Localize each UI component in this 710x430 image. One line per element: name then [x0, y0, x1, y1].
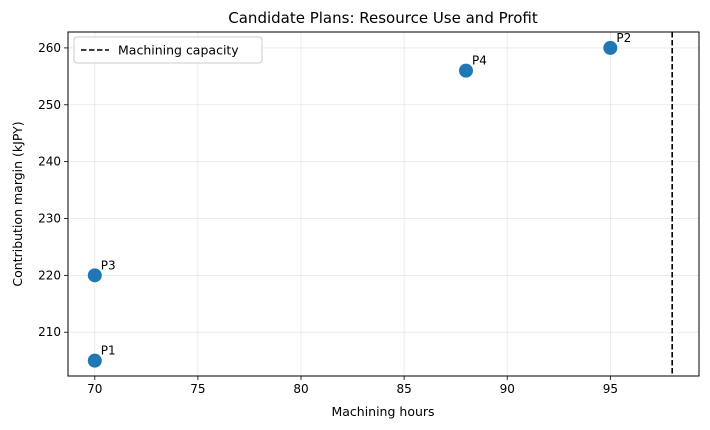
x-tick-label: 90 — [500, 382, 515, 396]
chart-title: Candidate Plans: Resource Use and Profit — [228, 9, 538, 27]
plot-frame — [67, 31, 700, 377]
x-tick-label: 95 — [603, 382, 618, 396]
point-label-p2: P2 — [616, 31, 631, 45]
legend: Machining capacity — [73, 36, 263, 64]
gridlines — [68, 32, 699, 376]
y-tick-label: 220 — [38, 268, 61, 282]
y-tick-label: 230 — [38, 211, 61, 225]
plot-area: P1 P2 P3 P4 — [67, 31, 700, 377]
data-point-p2 — [603, 40, 618, 55]
y-tick-label: 250 — [38, 98, 61, 112]
y-tick-label: 240 — [38, 155, 61, 169]
x-axis-label: Machining hours — [331, 404, 434, 419]
data-points — [87, 40, 618, 368]
point-label-p3: P3 — [101, 258, 116, 272]
x-tick-label: 85 — [396, 382, 411, 396]
x-tick-label: 70 — [87, 382, 102, 396]
data-point-p4 — [458, 63, 473, 78]
y-axis-label: Contribution margin (kJPY) — [10, 121, 25, 286]
point-label-p1: P1 — [101, 344, 116, 358]
y-tick-label: 260 — [38, 41, 61, 55]
x-tick-label: 80 — [293, 382, 308, 396]
y-tick-label: 210 — [38, 325, 61, 339]
legend-entry-machining-capacity: Machining capacity — [118, 43, 239, 58]
point-labels: P1 P2 P3 P4 — [101, 31, 631, 358]
legend-box — [73, 36, 263, 64]
x-axis-ticks: 70 75 80 85 90 95 — [87, 376, 618, 396]
data-point-p1 — [87, 353, 102, 368]
x-tick-label: 75 — [190, 382, 205, 396]
point-label-p4: P4 — [472, 54, 487, 68]
data-point-p3 — [87, 268, 102, 283]
y-axis-ticks: 210 220 230 240 250 260 — [38, 41, 68, 339]
